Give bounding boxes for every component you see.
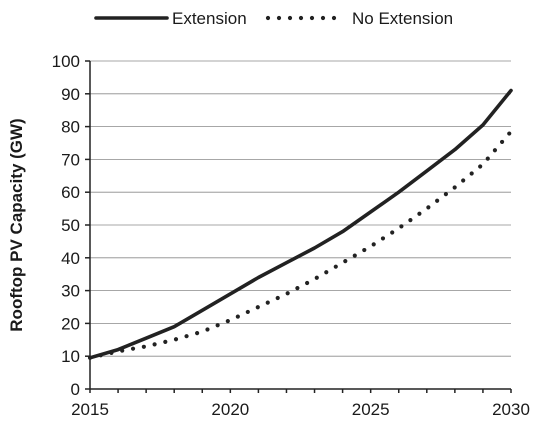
- gridlines: [90, 60, 511, 357]
- legend: Extension No Extension: [94, 9, 453, 28]
- x-tick-label: 2025: [352, 400, 390, 419]
- series-line-extension: [88, 88, 513, 360]
- series-line-no-extension: [87, 129, 514, 360]
- legend-label-extension: Extension: [172, 9, 247, 28]
- y-axis-ticks: 0 10 20 30 40 50 60 70 80 90 100: [52, 52, 90, 399]
- x-tick-label: 2030: [492, 400, 530, 419]
- y-tick-label: 20: [61, 314, 80, 333]
- y-tick-label: 0: [71, 380, 80, 399]
- y-tick-label: 60: [61, 183, 80, 202]
- x-tick-label: 2020: [211, 400, 249, 419]
- y-tick-label: 100: [52, 52, 80, 71]
- y-tick-label: 40: [61, 249, 80, 268]
- series-group: [87, 88, 514, 360]
- y-tick-label: 30: [61, 282, 80, 301]
- x-axis-ticks: 2015 2020 2025 2030: [71, 389, 530, 419]
- y-tick-label: 50: [61, 216, 80, 235]
- x-tick-label: 2015: [71, 400, 109, 419]
- y-axis-title: Rooftop PV Capacity (GW): [7, 118, 26, 331]
- y-tick-label: 70: [61, 150, 80, 169]
- legend-label-no-extension: No Extension: [352, 9, 453, 28]
- y-tick-label: 90: [61, 85, 80, 104]
- y-tick-label: 10: [61, 347, 80, 366]
- y-tick-label: 80: [61, 118, 80, 137]
